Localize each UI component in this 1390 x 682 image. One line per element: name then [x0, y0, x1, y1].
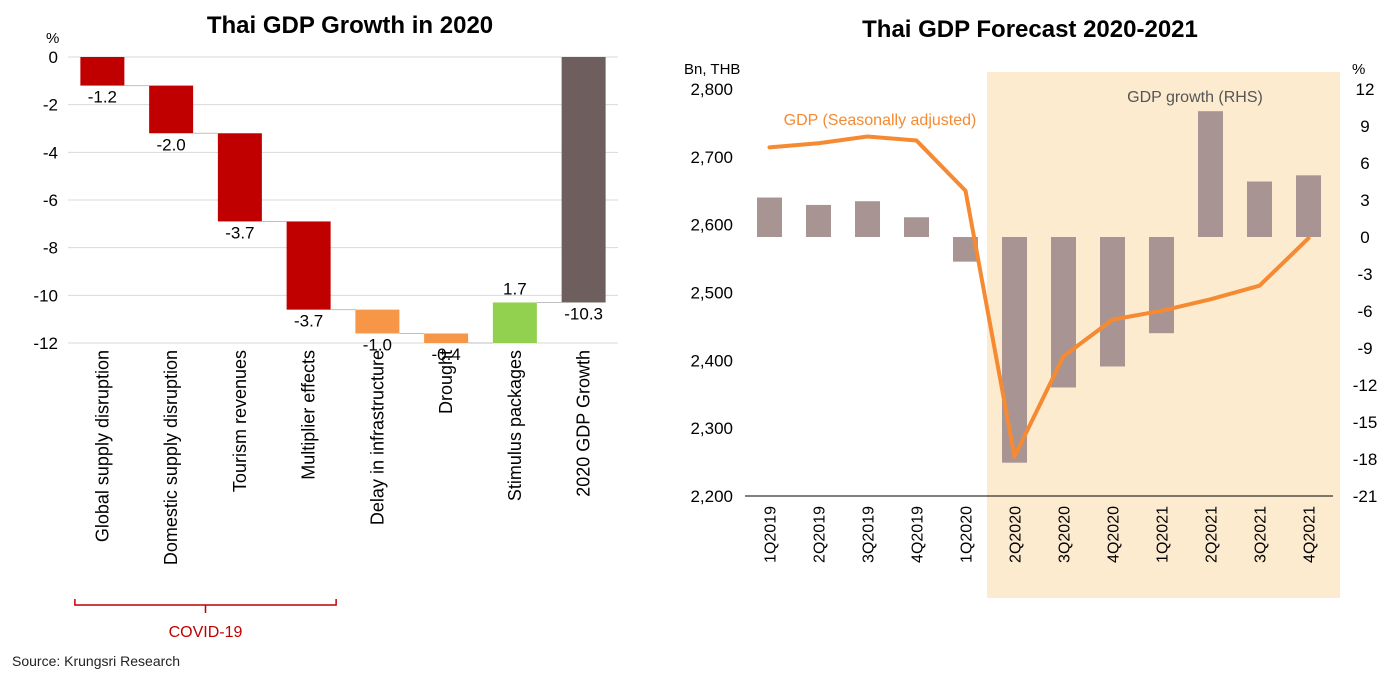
left-y-tick-label: -8	[43, 239, 58, 258]
left-waterfall-bar	[561, 57, 606, 303]
right-right-tick-label: 9	[1360, 117, 1369, 136]
right-right-tick-label: -3	[1357, 265, 1372, 284]
left-value-label: -2.0	[156, 135, 185, 154]
right-right-tick-label: 12	[1356, 80, 1375, 99]
right-left-tick-label: 2,500	[690, 284, 733, 303]
growth-bar	[1100, 237, 1125, 367]
left-y-tick-label: -4	[43, 143, 58, 162]
left-value-label: 1.7	[503, 279, 527, 298]
right-left-tick-label: 2,300	[690, 419, 733, 438]
right-right-tick-label: -9	[1357, 339, 1372, 358]
growth-bar	[855, 201, 880, 237]
right-right-tick-label: 6	[1360, 154, 1369, 173]
right-category-label: 1Q2021	[1155, 506, 1172, 563]
left-waterfall-bar	[149, 85, 194, 134]
left-category-label: Delay in infrastructure	[367, 350, 387, 525]
growth-bar-label: GDP growth (RHS)	[1127, 89, 1263, 106]
left-waterfall-bar	[355, 309, 400, 334]
left-waterfall-bar	[80, 57, 125, 86]
right-y-left-unit: Bn, THB	[684, 61, 741, 78]
right-left-tick-label: 2,800	[690, 80, 733, 99]
left-y-tick-label: -2	[43, 96, 58, 115]
right-category-label: 3Q2020	[1057, 506, 1074, 563]
right-right-tick-label: 3	[1360, 191, 1369, 210]
right-right-tick-label: -21	[1353, 487, 1378, 506]
right-category-label: 1Q2019	[763, 506, 780, 563]
left-category-label: 2020 GDP Growth	[574, 350, 594, 497]
right-right-tick-label: -18	[1353, 450, 1378, 469]
right-category-label: 2Q2019	[812, 506, 829, 563]
left-waterfall-bar	[286, 221, 331, 310]
left-value-label: -0.4	[431, 345, 460, 364]
source-note: Source: Krungsri Research	[12, 653, 181, 669]
right-category-label: 2Q2020	[1008, 506, 1025, 563]
right-right-tick-label: -15	[1353, 413, 1378, 432]
right-right-tick-label: -12	[1353, 376, 1378, 395]
growth-bar	[757, 197, 782, 237]
left-y-tick-label: -10	[33, 286, 58, 305]
growth-bar	[1296, 175, 1321, 237]
growth-bar	[1247, 181, 1272, 237]
right-category-label: 4Q2021	[1302, 506, 1319, 563]
left-category-label: Stimulus packages	[505, 350, 525, 501]
left-y-tick-label: -12	[33, 334, 58, 353]
right-left-tick-label: 2,400	[690, 351, 733, 370]
left-waterfall-bar	[424, 333, 469, 343]
growth-bar	[1002, 237, 1027, 463]
left-waterfall-bar	[492, 302, 537, 343]
growth-bar	[1198, 111, 1223, 237]
left-category-label: Domestic supply disruption	[161, 350, 181, 565]
left-value-label: -10.3	[564, 304, 603, 323]
left-y-tick-label: -6	[43, 191, 58, 210]
covid-bracket	[74, 599, 337, 613]
right-category-label: 3Q2019	[861, 506, 878, 563]
growth-bar	[806, 204, 831, 237]
left-y-tick-label: 0	[49, 48, 58, 67]
left-category-label: Multiplier effects	[299, 350, 319, 480]
right-chart-title: Thai GDP Forecast 2020-2021	[862, 16, 1198, 43]
right-left-tick-label: 2,200	[690, 487, 733, 506]
left-category-label: Tourism revenues	[230, 350, 250, 492]
left-y-unit: %	[46, 30, 60, 47]
right-left-tick-label: 2,700	[690, 148, 733, 167]
left-chart-title: Thai GDP Growth in 2020	[206, 12, 494, 39]
covid-bracket-label: COVID-19	[169, 624, 243, 641]
right-category-label: 3Q2021	[1253, 506, 1270, 563]
right-category-label: 2Q2021	[1204, 506, 1221, 563]
right-right-tick-label: -6	[1357, 302, 1372, 321]
left-value-label: -1.2	[88, 88, 117, 107]
forecast-shading	[987, 72, 1340, 598]
left-value-label: -3.7	[294, 312, 323, 331]
left-value-label: -1.0	[363, 335, 392, 354]
left-value-label: -3.7	[225, 223, 254, 242]
gdp-line-label: GDP (Seasonally adjusted)	[784, 112, 977, 129]
gdp-line	[767, 134, 1311, 459]
left-category-label: Global supply disruption	[92, 350, 112, 542]
growth-bar	[1051, 237, 1076, 388]
left-waterfall-bar	[217, 133, 262, 222]
right-right-tick-label: 0	[1360, 228, 1369, 247]
right-category-label: 4Q2019	[910, 506, 927, 563]
right-category-label: 1Q2020	[959, 506, 976, 563]
growth-bar	[1149, 237, 1174, 334]
growth-bar	[904, 217, 929, 237]
right-left-tick-label: 2,600	[690, 216, 733, 235]
right-y-right-unit: %	[1352, 61, 1366, 78]
left-category-label: Drought	[436, 350, 456, 414]
right-category-label: 4Q2020	[1106, 506, 1123, 563]
